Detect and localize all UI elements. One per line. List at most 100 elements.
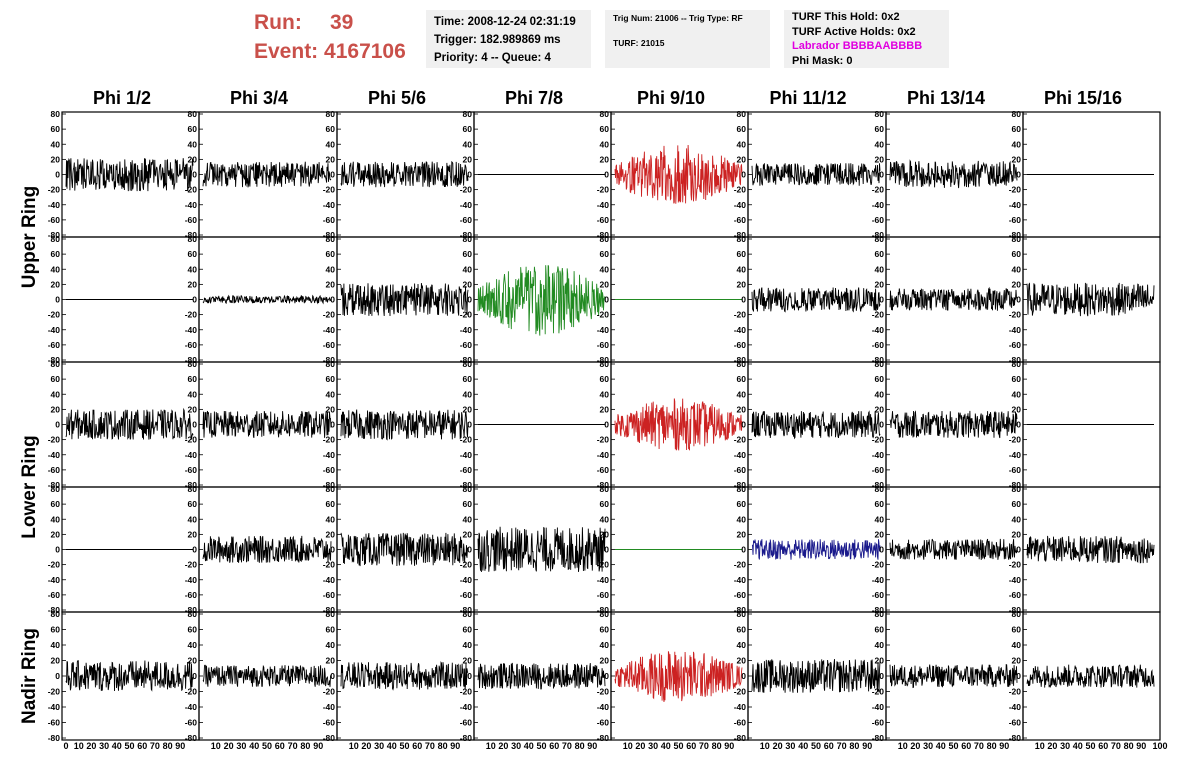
waveform-trace-r0-c6 (889, 159, 1018, 189)
waveform-trace-r3-c5 (751, 538, 881, 560)
x-tick-label: 90 (175, 741, 185, 751)
y-tick-label: -40 (734, 325, 747, 335)
y-tick-label: -40 (323, 702, 336, 712)
y-tick-label: 40 (875, 264, 885, 274)
y-tick-label: -60 (597, 340, 610, 350)
y-tick-label: -60 (460, 590, 473, 600)
y-tick-label: -60 (597, 215, 610, 225)
y-tick-label: -20 (460, 185, 473, 195)
y-tick-label: 60 (51, 124, 61, 134)
y-tick-label: 80 (737, 484, 747, 494)
y-tick-label: -60 (734, 718, 747, 728)
y-tick-label: 40 (326, 139, 336, 149)
y-tick-label: -60 (1009, 340, 1022, 350)
y-tick-label: -40 (323, 200, 336, 210)
y-tick-label: 0 (1016, 420, 1021, 430)
y-tick-label: -60 (1009, 718, 1022, 728)
y-tick-label: 20 (188, 279, 198, 289)
y-tick-label: 80 (463, 109, 473, 119)
column-header-phi-13-14: Phi 13/14 (906, 88, 986, 108)
y-tick-label: 40 (737, 389, 747, 399)
column-header-phi-15-16: Phi 15/16 (1043, 88, 1123, 108)
y-tick-label: 60 (188, 374, 198, 384)
waveform-trace-r4-c6 (889, 663, 1018, 689)
event-value: 4167106 (324, 40, 406, 63)
y-tick-label: -80 (185, 230, 198, 240)
x-tick-label: 10 (211, 741, 221, 751)
y-tick-label: -20 (323, 687, 336, 697)
y-tick-label: -80 (1009, 480, 1022, 490)
y-tick-label: -20 (48, 560, 61, 570)
y-tick-label: -80 (185, 355, 198, 365)
y-tick-label: 20 (1012, 404, 1022, 414)
waveform-trace-r3-c7 (1026, 535, 1155, 564)
y-tick-label: -60 (1009, 465, 1022, 475)
x-tick-label: 10 (898, 741, 908, 751)
y-tick-label: -40 (185, 450, 198, 460)
waveform-trace-r3-c6 (889, 538, 1018, 560)
x-tick-label: 20 (224, 741, 234, 751)
x-tick-label: 20 (773, 741, 783, 751)
y-tick-label: 60 (463, 499, 473, 509)
x-tick-label: 40 (936, 741, 946, 751)
y-tick-label: 0 (330, 295, 335, 305)
waveform-trace-r4-c0 (65, 660, 194, 692)
y-tick-label: 40 (600, 640, 610, 650)
x-tick-label: 40 (524, 741, 534, 751)
x-tick-label: 60 (1098, 741, 1108, 751)
y-tick-label: -80 (597, 480, 610, 490)
x-tick-label: 60 (686, 741, 696, 751)
y-tick-label: 20 (326, 529, 336, 539)
y-tick-label: 20 (326, 279, 336, 289)
y-tick-label: 80 (51, 484, 61, 494)
y-tick-label: 60 (600, 499, 610, 509)
y-tick-label: 0 (55, 545, 60, 555)
y-tick-label: 80 (1012, 234, 1022, 244)
y-tick-label: 80 (600, 484, 610, 494)
y-tick-label: -40 (872, 575, 885, 585)
y-tick-label: 40 (463, 389, 473, 399)
y-tick-label: 60 (737, 374, 747, 384)
x-tick-label: 40 (1073, 741, 1083, 751)
y-tick-label: 60 (1012, 124, 1022, 134)
y-tick-label: 20 (600, 279, 610, 289)
y-tick-label: 80 (463, 609, 473, 619)
y-tick-label: 80 (875, 484, 885, 494)
y-tick-label: 0 (192, 671, 197, 681)
y-tick-label: 20 (737, 529, 747, 539)
y-tick-label: 20 (737, 279, 747, 289)
y-tick-label: 40 (600, 264, 610, 274)
x-tick-label: 90 (724, 741, 734, 751)
y-tick-label: -20 (460, 560, 473, 570)
y-tick-label: 80 (875, 109, 885, 119)
y-tick-label: -80 (48, 605, 61, 615)
y-tick-label: 20 (875, 404, 885, 414)
x-tick-label: 50 (1085, 741, 1095, 751)
waveform-trace-r2-c2 (340, 409, 469, 441)
y-tick-label: -60 (1009, 215, 1022, 225)
y-tick-label: -80 (460, 355, 473, 365)
turf-info-box: TURF This Hold: 0x2 TURF Active Holds: 0… (784, 10, 949, 68)
y-tick-label: 20 (463, 529, 473, 539)
y-tick-label: 60 (1012, 374, 1022, 384)
y-tick-label: 40 (600, 139, 610, 149)
y-tick-label: 40 (1012, 514, 1022, 524)
y-tick-label: 0 (1016, 671, 1021, 681)
y-tick-label: 0 (879, 671, 884, 681)
y-tick-label: -40 (1009, 575, 1022, 585)
y-tick-label: -80 (872, 733, 885, 743)
y-tick-label: 0 (1016, 545, 1021, 555)
y-tick-label: -60 (323, 215, 336, 225)
y-tick-label: 80 (326, 609, 336, 619)
y-tick-label: 20 (463, 656, 473, 666)
x-tick-label: 30 (511, 741, 521, 751)
y-tick-label: 20 (1012, 154, 1022, 164)
y-tick-label: -60 (597, 465, 610, 475)
x-tick-label: 40 (661, 741, 671, 751)
y-tick-label: 80 (1012, 359, 1022, 369)
y-tick-label: 0 (192, 420, 197, 430)
y-tick-label: 40 (51, 139, 61, 149)
y-tick-label: 60 (463, 374, 473, 384)
y-tick-label: -20 (185, 560, 198, 570)
y-tick-label: 0 (604, 671, 609, 681)
